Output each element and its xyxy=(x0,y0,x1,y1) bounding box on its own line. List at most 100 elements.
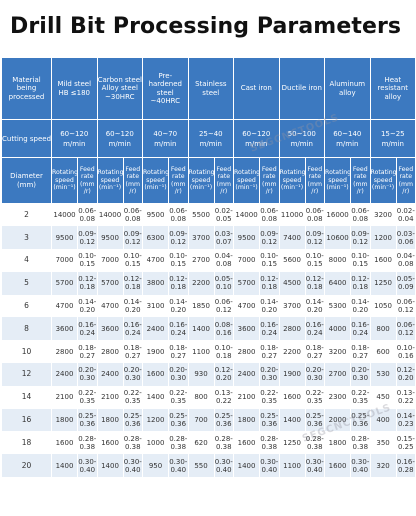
feed-rate-cell: 0.09- 0.12 xyxy=(77,226,98,250)
feed-rate-max: 0.15 xyxy=(124,260,141,269)
feed-rate-max: 0.38 xyxy=(352,442,369,451)
feed-rate-max: 0.40 xyxy=(352,465,369,474)
rotating-speed-cell: 1900 xyxy=(142,340,170,364)
feed-rate-min: 0.05- xyxy=(396,275,415,284)
feed-rate-min: 0.06- xyxy=(123,207,142,216)
feed-rate-min: 0.18- xyxy=(123,343,142,352)
feed-rate-max: 0.18 xyxy=(170,283,187,292)
feed-rate-max: 0.38 xyxy=(261,442,278,451)
rotating-speed-cell: 1000 xyxy=(142,431,170,455)
feed-rate-cell: 0.06- 0.12 xyxy=(395,317,416,341)
feed-rate-min: 0.03- xyxy=(396,229,415,238)
feed-rate-cell: 0.02- 0.05 xyxy=(213,203,235,227)
rotating-speed-cell: 2800 xyxy=(96,340,124,364)
rotating-speed-cell: 9500 xyxy=(142,203,170,227)
feed-rate-min: 0.30- xyxy=(214,457,233,466)
feed-rate-cell: 0.05- 0.09 xyxy=(395,271,416,295)
feed-rate-min: 0.12- xyxy=(169,275,188,284)
rotating-speed-cell: 9500 xyxy=(96,226,124,250)
rotating-speed-cell: 4000 xyxy=(324,317,352,341)
feed-rate-cell: 0.05- 0.10 xyxy=(213,271,235,295)
rotating-speed-cell: 800 xyxy=(187,385,215,409)
feed-rate-max: 0.09 xyxy=(398,283,414,292)
feed-rate-max: 0.16 xyxy=(215,328,232,337)
feed-rate-cell: 0.28- 0.38 xyxy=(168,431,189,455)
feed-rate-max: 0.20 xyxy=(79,306,96,315)
rotating-speed-cell: 530 xyxy=(369,363,397,386)
feed-rate-min: 0.28- xyxy=(78,434,97,443)
feed-rate-cell: 0.25- 0.36 xyxy=(168,408,189,432)
feed-rate-cell: 0.20- 0.30 xyxy=(259,363,280,386)
feed-rate-min: 0.09- xyxy=(305,229,324,238)
feed-rate-cell: 0.09- 0.12 xyxy=(350,226,371,250)
feed-rate-max: 0.35 xyxy=(79,397,96,406)
feed-rate-min: 0.10- xyxy=(260,252,279,261)
cutting-speed-label: Cutting speed xyxy=(1,119,52,158)
feed-rate-max: 0.20 xyxy=(124,306,141,315)
table-row: 10 2800 0.18- 0.27 2800 0.18- 0.27 1900 0.18- 0.2… xyxy=(1,340,416,364)
diameter-cell: 8 xyxy=(1,317,52,341)
feed-rate-cell: 0.09- 0.12 xyxy=(259,226,280,250)
material-name: Cast iron xyxy=(233,57,280,120)
cutting-speed-value: 60~120 m/min xyxy=(96,119,144,158)
feed-rate-max: 0.30 xyxy=(170,374,187,383)
feed-rate-max: 0.12 xyxy=(79,237,96,246)
feed-rate-cell: 0.14- 0.20 xyxy=(168,294,189,318)
feed-rate-min: 0.09- xyxy=(260,229,279,238)
table-row: 2 14000 0.06- 0.08 14000 0.06- 0.08 9500 0.06- 0.… xyxy=(1,203,416,227)
feed-rate-cell: 0.09- 0.12 xyxy=(304,226,326,250)
feed-rate-min: 0.12- xyxy=(78,275,97,284)
feed-rate-max: 0.30 xyxy=(79,374,96,383)
feed-rate-min: 0.30- xyxy=(305,457,324,466)
rotating-speed-cell: 350 xyxy=(369,431,397,455)
rotating-speed-cell: 9500 xyxy=(51,226,78,250)
cutting-speed-row: Cutting speed 60~120 m/min 60~120 m/min 40~… xyxy=(1,119,416,158)
material-name: Ductile iron xyxy=(278,57,326,120)
feed-rate-min: 0.25- xyxy=(78,412,97,421)
feed-rate-max: 0.15 xyxy=(170,260,187,269)
feed-rate-cell: 0.18- 0.27 xyxy=(304,340,326,364)
feed-rate-min: 0.30- xyxy=(78,457,97,466)
feed-rate-cell: 0.10- 0.15 xyxy=(122,249,144,272)
rotating-speed-cell: 5700 xyxy=(96,271,124,295)
rotating-speed-cell: 1400 xyxy=(233,454,261,478)
feed-rate-cell: 0.10- 0.15 xyxy=(259,249,280,272)
diameter-cell: 12 xyxy=(1,363,52,386)
feed-rate-max: 0.12 xyxy=(398,328,414,337)
feed-rate-min: 0.12- xyxy=(351,275,370,284)
feed-rate-min: 0.10- xyxy=(169,252,188,261)
rotating-speed-cell: 2700 xyxy=(187,249,215,272)
material-name: Pre-hardened steel ~40HRC xyxy=(142,57,189,120)
table-row: 18 1600 0.28- 0.38 1600 0.28- 0.38 1000 0.28- 0.3… xyxy=(1,431,416,455)
feed-rate-cell: 0.16- 0.24 xyxy=(350,317,371,341)
rotating-speed-cell: 1800 xyxy=(51,408,78,432)
feed-rate-max: 0.12 xyxy=(261,237,278,246)
feed-rate-max: 0.36 xyxy=(352,420,369,429)
feed-rate-max: 0.12 xyxy=(352,237,369,246)
rotating-speed-cell: 1100 xyxy=(187,340,215,364)
feed-rate-header: Feed rate (mm /r) xyxy=(259,157,280,204)
feed-rate-min: 0.22- xyxy=(169,389,188,398)
material-name: Heat resistant alloy xyxy=(369,57,416,120)
feed-rate-min: 0.06- xyxy=(305,207,324,216)
feed-rate-max: 0.36 xyxy=(306,420,323,429)
cutting-speed-value: 25~40 m/min xyxy=(187,119,235,158)
feed-rate-max: 0.38 xyxy=(79,442,96,451)
feed-rate-max: 0.22 xyxy=(215,397,232,406)
rotating-speed-cell: 1800 xyxy=(324,431,352,455)
feed-rate-min: 0.06- xyxy=(169,207,188,216)
table-row: 14 2100 0.22- 0.35 2100 0.22- 0.35 1400 0.22- 0.3… xyxy=(1,385,416,409)
rotating-speed-cell: 2400 xyxy=(51,363,78,386)
feed-rate-min: 0.06- xyxy=(396,298,415,307)
feed-rate-max: 0.24 xyxy=(306,328,323,337)
rotating-speed-cell: 800 xyxy=(369,317,397,341)
feed-rate-max: 0.20 xyxy=(398,374,414,383)
feed-rate-max: 0.30 xyxy=(306,374,323,383)
feed-rate-min: 0.09- xyxy=(78,229,97,238)
feed-rate-cell: 0.06- 0.08 xyxy=(350,203,371,227)
rotating-speed-cell: 2200 xyxy=(187,271,215,295)
feed-rate-min: 0.13- xyxy=(396,389,415,398)
feed-rate-min: 0.08- xyxy=(214,320,233,329)
feed-rate-min: 0.12- xyxy=(214,366,233,375)
rotating-speed-cell: 5700 xyxy=(51,271,78,295)
